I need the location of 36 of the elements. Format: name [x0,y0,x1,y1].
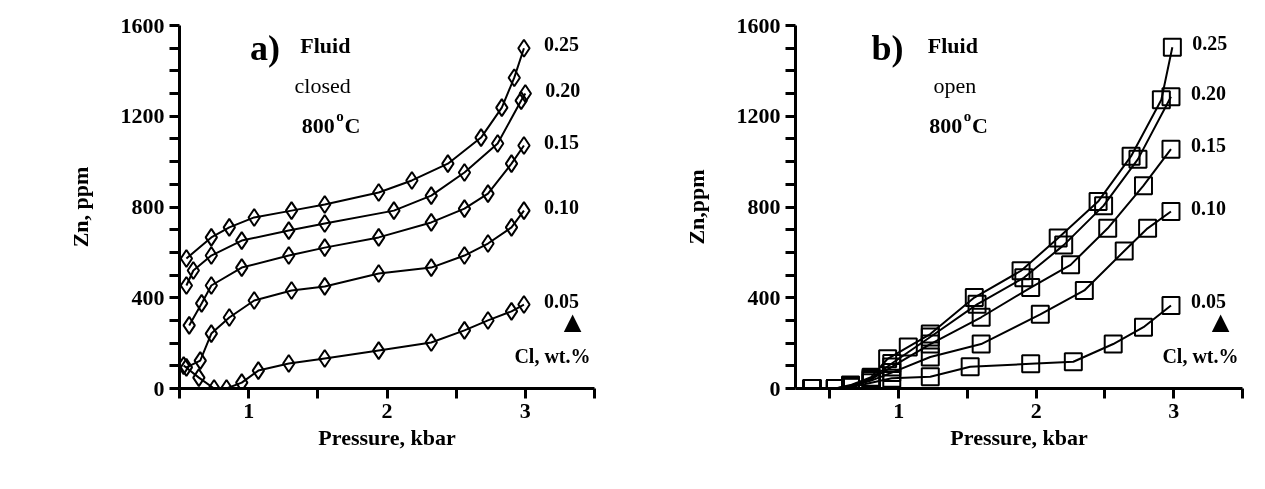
series-label: 0.25 [543,33,579,56]
y-tick-label: 1600 [736,12,781,38]
annotation: Fluid [927,33,978,58]
chart-title: a) [250,27,281,68]
series-label: 0.25 [1192,32,1228,55]
y-tick-label: 1600 [120,12,165,38]
y-tick-label: 400 [131,284,165,310]
annotation: Cl, wt.% [1162,344,1239,367]
y-tick-label: 0 [153,375,165,401]
y-tick-label: 1200 [736,103,781,129]
series-label: 0.20 [1190,81,1226,104]
x-tick-label: 3 [519,397,531,423]
x-tick-label: 3 [1168,397,1180,423]
x-tick-label: 1 [243,397,255,423]
annotation: closed [294,73,351,98]
y-tick-label: 400 [747,284,781,310]
y-tick-label: 800 [747,194,781,219]
series-label: 0.10 [543,195,579,218]
series-label: 0.15 [543,130,579,153]
x-tick-label: 2 [1030,397,1042,423]
x-tick-label: 2 [381,397,393,423]
y-axis-title: Zn, ppm [67,166,93,248]
x-axis-title: Pressure, kbar [318,424,456,450]
series-label: 0.20 [545,78,581,101]
x-axis-title: Pressure, kbar [950,424,1088,450]
y-tick-label: 1200 [120,103,165,129]
y-axis-title: Zn,ppm [683,169,709,245]
y-tick-label: 0 [769,375,781,401]
annotation: Fluid [300,33,351,58]
annotation: open [933,73,977,98]
annotation: Cl, wt.% [514,344,591,367]
y-tick-label: 800 [131,194,165,219]
chart-title: b) [871,27,904,68]
series-label: 0.10 [1190,196,1226,219]
x-tick-label: 1 [893,397,905,423]
series-label: 0.15 [1190,134,1226,157]
